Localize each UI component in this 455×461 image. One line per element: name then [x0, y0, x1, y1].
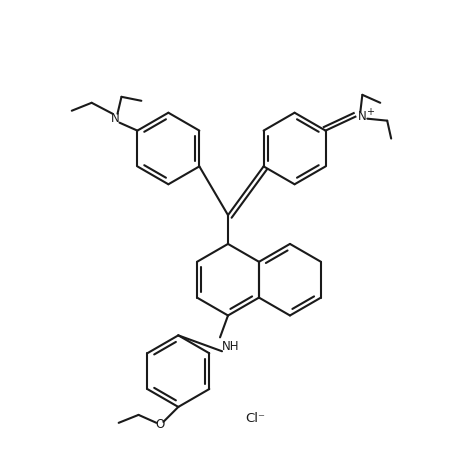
Text: +: +: [366, 106, 374, 117]
Text: N: N: [359, 110, 367, 123]
Text: Cl⁻: Cl⁻: [245, 412, 265, 426]
Text: NH: NH: [222, 340, 239, 353]
Text: N: N: [111, 112, 120, 125]
Text: O: O: [156, 418, 165, 431]
